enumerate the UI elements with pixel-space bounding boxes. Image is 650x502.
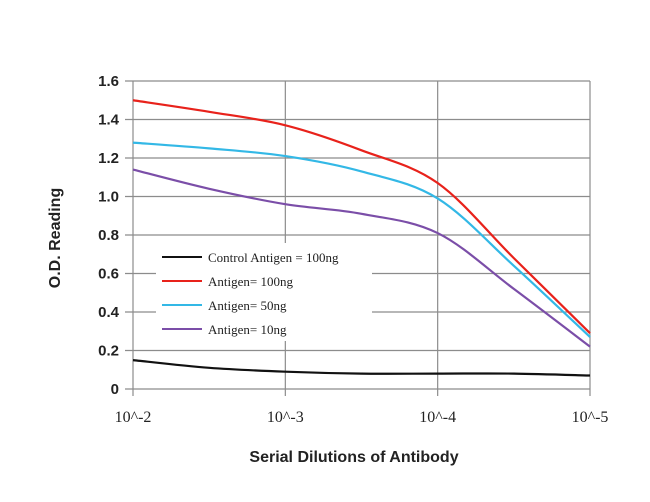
x-tick-label: 10^-3 xyxy=(267,409,304,426)
axis-layer: 0 0.2 0.4 0.6 0.8 1.0 1.2 1.4 1.6 10^-2 10^-3 10^-4… xyxy=(98,73,608,426)
grid-layer xyxy=(125,80,591,396)
x-tick-label: 10^-4 xyxy=(419,409,456,426)
series-layer xyxy=(132,99,591,377)
y-tick-label: 1.6 xyxy=(98,73,119,90)
y-tick-label: 0.4 xyxy=(98,304,120,321)
y-tick-label: 0.6 xyxy=(98,266,119,283)
series-line-2 xyxy=(132,99,591,334)
y-tick-label: 1.0 xyxy=(98,189,119,206)
y-tick-label: 0.2 xyxy=(98,343,119,360)
y-axis-label: O.D. Reading xyxy=(47,188,64,288)
legend-entry: Antigen= 10ng xyxy=(208,322,287,337)
x-tick-label: 10^-5 xyxy=(572,409,609,426)
x-axis-label: Serial Dilutions of Antibody xyxy=(249,449,458,466)
y-tick-label: 1.4 xyxy=(98,112,120,129)
y-tick-label: 0 xyxy=(111,381,119,398)
series-line-3 xyxy=(132,141,591,338)
y-tick-label: 1.2 xyxy=(98,150,119,167)
legend-background xyxy=(156,243,372,341)
legend-entry: Antigen= 100ng xyxy=(208,274,293,289)
x-tick-label: 10^-2 xyxy=(115,409,152,426)
series-line-1 xyxy=(132,359,591,377)
legend-entry: Control Antigen = 100ng xyxy=(208,250,339,265)
legend: Control Antigen = 100ng Antigen= 100ng Ant… xyxy=(156,243,372,341)
series-line-4 xyxy=(132,168,591,348)
legend-entry: Antigen= 50ng xyxy=(208,298,287,313)
y-tick-label: 0.8 xyxy=(98,227,119,244)
